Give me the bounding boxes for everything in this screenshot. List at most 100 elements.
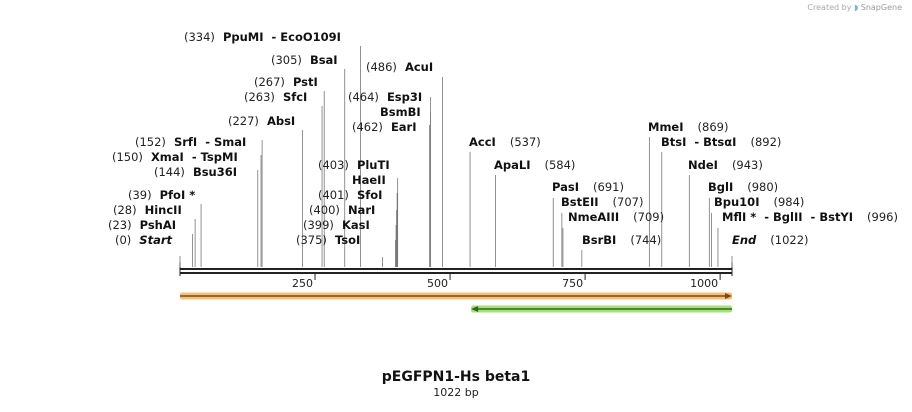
site-label-hincii: (28) HincII bbox=[113, 204, 182, 217]
site-position: (584) bbox=[544, 158, 576, 172]
site-names: BsaI bbox=[310, 53, 338, 67]
site-label-ppumi: (334) PpuMI - EcoO109I bbox=[184, 31, 341, 44]
site-names: Bsu36I bbox=[193, 165, 237, 179]
enzyme-name: MflI * bbox=[722, 210, 757, 224]
site-names: NmeAIII bbox=[568, 210, 619, 224]
site-position: (537) bbox=[509, 135, 541, 149]
enzyme-name: HaeII bbox=[352, 173, 386, 187]
site-position: (334) bbox=[184, 30, 215, 44]
site-names: BtsI - BtsαI bbox=[661, 135, 736, 149]
site-position: (305) bbox=[271, 53, 302, 67]
site-label-sfoi: (401) SfoI bbox=[318, 189, 382, 202]
enzyme-name: SrfI bbox=[173, 135, 198, 149]
site-names: Start bbox=[139, 233, 172, 247]
site-position: (263) bbox=[244, 90, 275, 104]
site-label-bsu36i: (144) Bsu36I bbox=[154, 166, 237, 179]
enzyme-name: BsrBI bbox=[582, 233, 617, 247]
site-names: BstEII bbox=[561, 195, 599, 209]
site-position: (28) bbox=[113, 203, 137, 217]
site-names: BsrBI bbox=[582, 233, 616, 247]
enzyme-name: - BtsαI bbox=[690, 135, 737, 149]
enzyme-name: ApaLI bbox=[494, 158, 531, 172]
site-label-acci: AccI (537) bbox=[469, 136, 541, 149]
site-names: PstI bbox=[293, 75, 318, 89]
site-label-sfci: (263) SfcI bbox=[244, 91, 307, 104]
site-position: (0) bbox=[115, 233, 132, 247]
site-position: (399) bbox=[303, 218, 334, 232]
site-position: (403) bbox=[318, 158, 349, 172]
site-position: (144) bbox=[154, 165, 185, 179]
site-label-btsi: BtsI - BtsαI (892) bbox=[661, 136, 781, 149]
site-label-pasi: PasI (691) bbox=[552, 181, 624, 194]
site-names: MflI * - BglII - BstYI bbox=[722, 210, 853, 224]
site-label-ndei: NdeI (943) bbox=[688, 159, 763, 172]
ruler-label-500: 500 bbox=[427, 277, 448, 290]
enzyme-name: KasI bbox=[341, 218, 370, 232]
site-names: ApaLI bbox=[494, 158, 531, 172]
enzyme-name: PshAI bbox=[139, 218, 177, 232]
site-position: (707) bbox=[612, 195, 644, 209]
created-by-text: Created by bbox=[807, 3, 852, 12]
enzyme-name: Bsu36I bbox=[192, 165, 238, 179]
site-label-bsteii: BstEII (707) bbox=[561, 196, 643, 209]
enzyme-name: BglI bbox=[708, 180, 734, 194]
site-names: SfoI bbox=[357, 188, 382, 202]
enzyme-name: End bbox=[732, 233, 757, 247]
site-names: MmeI bbox=[648, 120, 684, 134]
site-names: HaeII bbox=[352, 173, 386, 187]
enzyme-name: PpuMI bbox=[222, 30, 264, 44]
site-position: (996) bbox=[867, 210, 898, 224]
site-names: XmaI - TspMI bbox=[151, 150, 238, 164]
site-label-bsmbi: BsmBI bbox=[380, 106, 421, 119]
site-names: BglI bbox=[708, 180, 733, 194]
enzyme-name: BstEII bbox=[561, 195, 599, 209]
ruler-label-250: 250 bbox=[292, 277, 313, 290]
enzyme-name: - BglII bbox=[760, 210, 803, 224]
site-label-absi: (227) AbsI bbox=[228, 115, 295, 128]
enzyme-name: - TspMI bbox=[187, 150, 238, 164]
site-position: (486) bbox=[366, 60, 397, 74]
site-label-kasi: (399) KasI bbox=[303, 219, 370, 232]
enzyme-name: AcuI bbox=[404, 60, 434, 74]
site-position: (152) bbox=[135, 135, 166, 149]
enzyme-name: SfcI bbox=[282, 90, 308, 104]
site-position: (709) bbox=[633, 210, 665, 224]
enzyme-name: BsaI bbox=[309, 53, 338, 67]
site-names: PfoI * bbox=[160, 188, 196, 202]
site-position: (869) bbox=[697, 120, 729, 134]
site-position: (462) bbox=[352, 120, 383, 134]
snapgene-brand: SnapGene bbox=[860, 3, 902, 12]
site-position: (401) bbox=[318, 188, 349, 202]
site-position: (23) bbox=[108, 218, 132, 232]
site-label-tsoi: (375) TsoI bbox=[296, 234, 360, 247]
site-label-bsrbi: BsrBI (744) bbox=[582, 234, 661, 247]
site-label-pshai: (23) PshAI bbox=[108, 219, 176, 232]
site-label-xmai: (150) XmaI - TspMI bbox=[112, 151, 238, 164]
enzyme-name: TsoI bbox=[334, 233, 361, 247]
site-label-bgli: BglI (980) bbox=[708, 181, 778, 194]
site-position: (39) bbox=[128, 188, 152, 202]
green-feature-arrow-icon bbox=[471, 306, 479, 312]
site-label-nmeaiii: NmeAIII (709) bbox=[568, 211, 664, 224]
site-label-bpu10i: Bpu10I (984) bbox=[714, 196, 804, 209]
site-label-bsai: (305) BsaI bbox=[271, 54, 338, 67]
enzyme-name: Bpu10I bbox=[714, 195, 760, 209]
enzyme-name: BtsI bbox=[661, 135, 687, 149]
site-names: NarI bbox=[348, 203, 375, 217]
enzyme-name: PstI bbox=[292, 75, 318, 89]
site-label-srfi: (152) SrfI - SmaI bbox=[135, 136, 246, 149]
enzyme-name: NmeAIII bbox=[568, 210, 620, 224]
enzyme-name: PasI bbox=[552, 180, 580, 194]
site-label-pfoi: (39) PfoI * bbox=[128, 189, 195, 202]
site-label-end: End (1022) bbox=[732, 234, 809, 247]
enzyme-name: - SmaI bbox=[201, 135, 247, 149]
site-position: (744) bbox=[630, 233, 662, 247]
enzyme-name: PfoI * bbox=[159, 188, 196, 202]
enzyme-name: BsmBI bbox=[380, 105, 421, 119]
site-position: (150) bbox=[112, 150, 143, 164]
site-label-apali: ApaLI (584) bbox=[494, 159, 575, 172]
site-label-haeii: HaeII bbox=[352, 174, 386, 187]
site-label-psti: (267) PstI bbox=[254, 76, 318, 89]
